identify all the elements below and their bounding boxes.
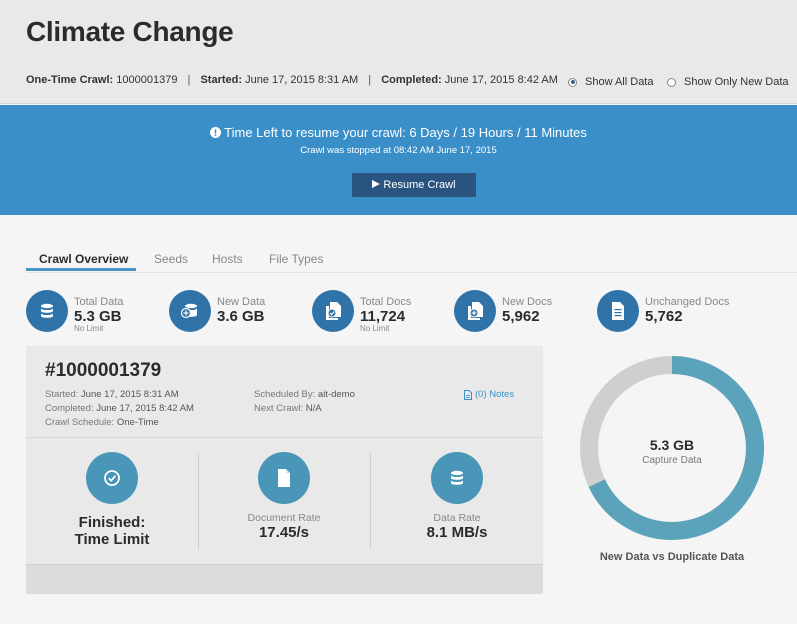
next-crawl-row: Next Crawl: N/A — [254, 403, 322, 414]
schedule-row: Crawl Schedule: One-Time — [45, 417, 159, 428]
database-icon — [26, 290, 68, 332]
document-rate-metric: Document Rate 17.45/s — [198, 452, 370, 541]
completed-label: Completed: — [45, 403, 94, 414]
radio-unchecked-icon[interactable] — [667, 77, 676, 87]
document-rate-value: 17.45/s — [258, 524, 310, 541]
play-icon — [372, 180, 381, 188]
tab-hosts[interactable]: Hosts — [212, 252, 243, 266]
resume-banner: Time Left to resume your crawl: 6 Days /… — [0, 105, 797, 215]
resume-crawl-label[interactable]: Resume Crawl — [383, 179, 456, 191]
stat-label: Total Docs — [360, 296, 412, 308]
stat-value: 5,962 — [502, 308, 540, 325]
separator: | — [368, 74, 372, 86]
new-docs-icon — [454, 290, 496, 332]
info-circle-icon — [210, 127, 222, 138]
document-icon — [597, 290, 639, 332]
completed-value: June 17, 2015 8:42 AM — [96, 403, 194, 414]
stat-value: 3.6 GB — [217, 308, 265, 325]
stat-label: Total Data — [74, 296, 124, 308]
completed-row: Completed: June 17, 2015 8:42 AM — [45, 403, 194, 414]
crawl-id: 1000001379 — [116, 74, 178, 86]
status-line-1: Finished: — [78, 514, 146, 531]
data-rate-value: 8.1 MB/s — [426, 524, 488, 541]
stat-sub: No Limit — [74, 324, 104, 333]
divider — [370, 453, 371, 549]
docs-check-icon — [312, 290, 354, 332]
notes-link[interactable]: (0) Notes — [464, 389, 514, 400]
crawl-id-heading: #1000001379 — [45, 360, 162, 381]
status-line-2: Time Limit — [74, 531, 150, 548]
crawl-meta: One-Time Crawl: 1000001379 | Started: Ju… — [26, 74, 558, 86]
time-left-text: Time Left to resume your crawl: 6 Days /… — [224, 125, 587, 140]
donut-new-data-segment — [580, 356, 764, 540]
next-crawl-label: Next Crawl: — [254, 403, 304, 414]
stat-label: New Docs — [502, 296, 553, 308]
started-label: Started: — [200, 74, 243, 86]
scheduled-by-value: ait-demo — [317, 389, 355, 400]
stat-label: Unchanged Docs — [645, 296, 730, 308]
show-only-new-data-option[interactable]: Show Only New Data — [667, 76, 789, 88]
show-all-data-label[interactable]: Show All Data — [585, 76, 654, 88]
stat-sub: No Limit — [360, 324, 390, 333]
page-title: Climate Change — [26, 16, 234, 47]
resume-crawl-button[interactable]: Resume Crawl — [352, 173, 476, 197]
started-value: June 17, 2015 8:31 AM — [80, 389, 179, 400]
tab-crawl-overview[interactable]: Crawl Overview — [39, 252, 129, 266]
started-label: Started: — [45, 389, 79, 400]
tab-file-types[interactable]: File Types — [269, 252, 324, 266]
show-all-data-option[interactable]: Show All Data — [568, 76, 653, 88]
started-row: Started: June 17, 2015 8:31 AM — [45, 389, 179, 400]
divider — [198, 453, 199, 549]
time-left-message: Time Left to resume your crawl: 6 Days /… — [0, 125, 797, 140]
tab-bar: Crawl Overview Seeds Hosts File Types — [26, 249, 797, 273]
notes-label[interactable]: (0) Notes — [475, 389, 515, 400]
donut-center: 5.3 GB Capture Data — [576, 352, 768, 544]
donut-svg — [580, 356, 764, 540]
data-rate-label: Data Rate — [433, 512, 481, 524]
note-icon — [464, 389, 472, 400]
donut-sub: Capture Data — [642, 455, 702, 466]
crawl-detail-panel: #1000001379 Started: June 17, 2015 8:31 … — [26, 346, 543, 594]
stat-label: New Data — [217, 296, 266, 308]
document-rate-label: Document Rate — [247, 512, 321, 524]
stat-value: 5,762 — [645, 308, 683, 325]
new-data-icon — [169, 290, 211, 332]
started-value: June 17, 2015 8:31 AM — [245, 74, 359, 86]
radio-checked-icon[interactable] — [568, 77, 577, 87]
next-crawl-value: N/A — [305, 403, 322, 414]
scheduled-by-row: Scheduled By: ait-demo — [254, 389, 355, 400]
panel-footer — [26, 564, 543, 594]
status-metric: Finished: Time Limit — [26, 452, 198, 548]
stopped-message: Crawl was stopped at 08:42 AM June 17, 2… — [300, 145, 497, 156]
document-icon — [258, 452, 310, 504]
crawl-type-label: One-Time Crawl: — [26, 74, 114, 86]
check-circle-icon — [86, 452, 138, 504]
donut-caption: New Data vs Duplicate Data — [599, 551, 745, 563]
show-only-new-data-label[interactable]: Show Only New Data — [684, 76, 789, 88]
completed-label: Completed: — [381, 74, 442, 86]
top-header: Climate Change One-Time Crawl: 100000137… — [0, 0, 797, 104]
stat-value: 5.3 GB — [74, 308, 122, 325]
capture-donut-chart: 5.3 GB Capture Data — [576, 352, 768, 544]
separator: | — [187, 74, 191, 86]
schedule-value: One-Time — [116, 417, 159, 428]
data-rate-metric: Data Rate 8.1 MB/s — [371, 452, 543, 541]
completed-value: June 17, 2015 8:42 AM — [444, 74, 558, 86]
scheduled-by-label: Scheduled By: — [254, 389, 316, 400]
database-icon — [431, 452, 483, 504]
stat-value: 11,724 — [360, 308, 406, 325]
donut-value: 5.3 GB — [649, 437, 695, 453]
active-tab-indicator — [26, 268, 136, 271]
crawl-detail-header: #1000001379 Started: June 17, 2015 8:31 … — [26, 346, 543, 438]
schedule-label: Crawl Schedule: — [45, 417, 115, 428]
tab-seeds[interactable]: Seeds — [154, 252, 189, 266]
